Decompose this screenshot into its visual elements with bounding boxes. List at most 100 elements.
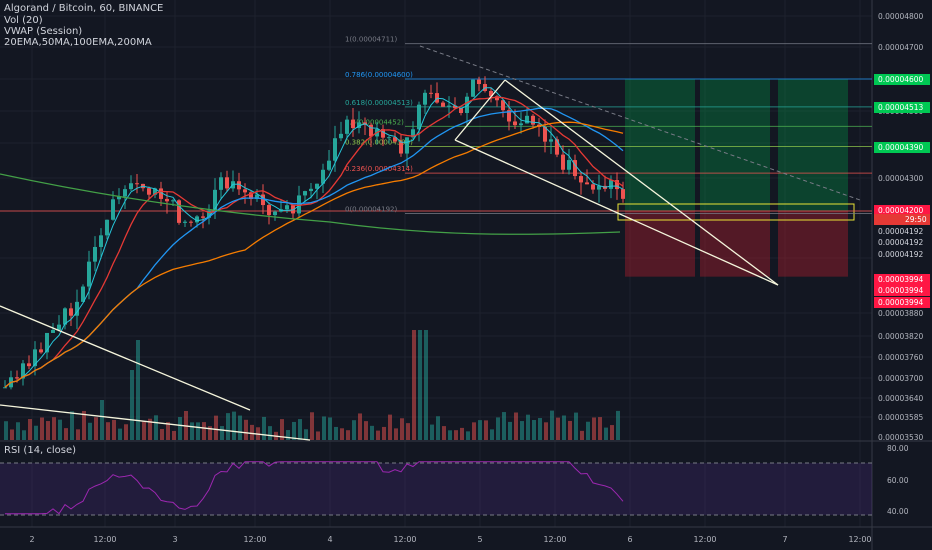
candle-body xyxy=(459,108,463,114)
volume-bar xyxy=(532,420,536,440)
candle-body xyxy=(447,105,451,107)
candle-body xyxy=(351,119,355,129)
candle-body xyxy=(189,221,193,223)
price-badge xyxy=(874,297,930,308)
candle-body xyxy=(567,160,571,170)
price-badge-text: 0.00003994 xyxy=(878,275,924,284)
wedge-upper-line xyxy=(504,79,779,286)
candle-body xyxy=(417,104,421,130)
candle-body xyxy=(147,188,151,195)
volume-bar xyxy=(148,418,152,440)
volume-bar xyxy=(208,426,212,440)
volume-bar xyxy=(544,422,548,440)
candle-body xyxy=(81,286,85,302)
candle-body xyxy=(261,194,265,206)
volume-bar xyxy=(304,429,308,440)
volume-bar xyxy=(424,330,428,440)
indicator-ma-label[interactable]: 20EMA,50MA,100EMA,200MA xyxy=(4,37,152,48)
price-badge xyxy=(874,249,930,260)
volume-bar xyxy=(418,330,422,440)
candle-body xyxy=(327,160,331,170)
time-axis-label: 4 xyxy=(327,535,332,544)
volume-bar xyxy=(40,417,44,440)
volume-bar xyxy=(250,424,254,440)
price-badge xyxy=(874,285,930,296)
chart-title: Algorand / Bitcoin, 60, BINANCE xyxy=(4,3,164,14)
volume-bar xyxy=(82,410,86,440)
volume-bar xyxy=(22,430,26,440)
indicator-vwap-label[interactable]: VWAP (Session) xyxy=(4,26,83,37)
price-badge xyxy=(874,274,930,285)
volume-bar xyxy=(214,415,218,440)
volume-bar xyxy=(328,417,332,440)
fib-level-label: 0.786(0.00004600) xyxy=(345,71,413,79)
volume-bar xyxy=(394,428,398,440)
candle-body xyxy=(315,183,319,189)
candle-body xyxy=(555,139,559,155)
volume-bar xyxy=(562,415,566,440)
candle-body xyxy=(171,200,175,202)
candle-body xyxy=(429,92,433,94)
volume-bar xyxy=(484,420,488,440)
fib-level-label: 0.5(0.00004452) xyxy=(345,118,404,126)
volume-bar xyxy=(538,418,542,440)
candle-body xyxy=(531,115,535,125)
price-badge xyxy=(874,205,930,216)
candle-body xyxy=(63,308,67,325)
volume-bar xyxy=(238,415,242,440)
volume-bar xyxy=(586,421,590,440)
volume-bar xyxy=(310,412,314,440)
stop-zone xyxy=(700,211,770,277)
price-badge-text: 0.00004600 xyxy=(878,75,924,84)
volume-bar xyxy=(316,431,320,440)
entry-zone-box xyxy=(617,203,855,221)
candle-body xyxy=(423,92,427,105)
candle-body xyxy=(159,188,163,199)
volume-bar xyxy=(346,430,350,440)
volume-bar xyxy=(70,411,74,440)
candle-body xyxy=(243,189,247,193)
rsi-axis-tick: 80.00 xyxy=(887,444,909,453)
wedge-lower-line xyxy=(454,139,779,286)
volume-bar xyxy=(106,422,110,440)
candle-body xyxy=(129,183,133,190)
volume-bar xyxy=(526,414,530,440)
downtrend-line-lower xyxy=(0,404,311,441)
volume-bar xyxy=(58,419,62,440)
rsi-label[interactable]: RSI (14, close) xyxy=(4,445,77,456)
time-axis-label: 3 xyxy=(172,535,177,544)
candle-body xyxy=(549,139,553,142)
volume-bar xyxy=(286,430,290,440)
candle-body xyxy=(213,189,217,211)
candle-body xyxy=(117,196,121,200)
price-axis-tick: 0.00003640 xyxy=(878,394,924,403)
price-badge xyxy=(874,142,930,153)
countdown-badge xyxy=(874,214,930,225)
price-axis-tick: 0.00004700 xyxy=(878,43,924,52)
volume-bar xyxy=(244,419,248,440)
volume-bar xyxy=(232,411,236,440)
volume-bar xyxy=(454,430,458,440)
candle-body xyxy=(345,119,349,134)
candle-body xyxy=(393,137,397,142)
indicator-volume-label[interactable]: Vol (20) xyxy=(4,15,43,26)
candle-body xyxy=(405,137,409,154)
price-badge-text: 0.00004192 xyxy=(878,227,924,236)
price-axis-tick: 0.00003585 xyxy=(878,413,924,422)
price-badge-text: 0.00004192 xyxy=(878,250,924,259)
candle-body xyxy=(93,246,97,262)
volume-bar xyxy=(124,424,128,440)
price-badge-text: 0.00004513 xyxy=(878,103,924,112)
candle-body xyxy=(39,349,43,353)
rsi-axis-tick: 40.00 xyxy=(887,507,909,516)
volume-bar xyxy=(76,429,80,440)
volume-bar xyxy=(490,429,494,440)
candle-body xyxy=(585,182,589,185)
candle-body xyxy=(3,387,7,389)
volume-bar xyxy=(118,428,122,440)
candle-body xyxy=(87,261,91,287)
fib-diagonal-dashed xyxy=(419,45,861,201)
volume-bar xyxy=(154,415,158,440)
